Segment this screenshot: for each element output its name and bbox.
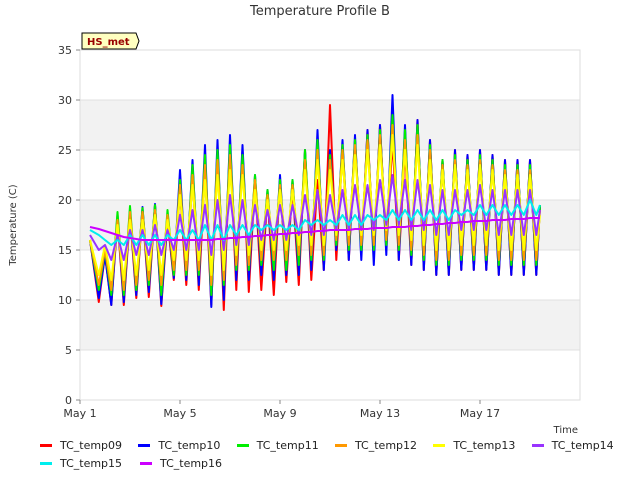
legend-swatch bbox=[40, 443, 52, 447]
legend-label: TC_temp12 bbox=[354, 438, 418, 452]
y-tick-label: 30 bbox=[58, 94, 72, 107]
legend-label: TC_temp13 bbox=[453, 438, 516, 452]
series-line-tc-temp11 bbox=[89, 114, 541, 296]
y-tick-label: 25 bbox=[58, 144, 72, 157]
y-tick-label: 35 bbox=[58, 44, 72, 57]
series-line-tc-temp13 bbox=[89, 134, 541, 281]
legend-label: TC_temp09 bbox=[60, 438, 123, 452]
legend-label: TC_temp11 bbox=[256, 438, 319, 452]
x-tick-label: May 17 bbox=[460, 407, 500, 420]
grid-band bbox=[80, 350, 580, 400]
x-tick-label: May 9 bbox=[263, 407, 296, 420]
series-line-tc-temp12 bbox=[89, 124, 541, 291]
legend-label: TC_temp14 bbox=[551, 438, 614, 452]
series-line-tc-temp16 bbox=[89, 217, 540, 241]
y-axis-label: Temperature (C) bbox=[8, 184, 19, 266]
x-axis-ticks: May 1 May 5 May 9 May 13 May 17 bbox=[63, 400, 500, 420]
annotation-background bbox=[81, 32, 140, 50]
series-line-tc-temp14 bbox=[89, 174, 541, 261]
annotation-label: HS_met bbox=[87, 37, 130, 48]
chart-title: Temperature Profile B bbox=[249, 4, 390, 19]
legend-item: TC_temp15 bbox=[40, 457, 140, 470]
grid-band bbox=[80, 300, 580, 350]
y-tick-label: 20 bbox=[58, 194, 72, 207]
x-tick-label: May 1 bbox=[63, 407, 96, 420]
legend-item: TC_temp16 bbox=[140, 457, 240, 470]
legend-row: TC_temp15 TC_temp16 bbox=[40, 454, 630, 472]
series-line-tc-temp15 bbox=[89, 199, 541, 246]
legend-swatch bbox=[334, 443, 347, 447]
legend-item: TC_temp13 bbox=[433, 439, 531, 452]
y-axis-ticks: 0 5 10 15 20 25 30 35 bbox=[58, 44, 80, 407]
legend-swatch bbox=[531, 443, 544, 447]
hs-met-annotation: HS_met bbox=[81, 32, 140, 50]
legend-swatch bbox=[40, 461, 52, 465]
y-tick-label: 10 bbox=[58, 294, 72, 307]
y-tick-label: 5 bbox=[65, 344, 72, 357]
grid-band bbox=[80, 50, 580, 100]
y-tick-label: 15 bbox=[58, 244, 72, 257]
series-lines bbox=[89, 94, 541, 311]
legend-swatch bbox=[236, 443, 249, 447]
legend-row: TC_temp09 TC_temp10 TC_temp11 TC_temp12 TC_t… bbox=[40, 436, 630, 454]
legend-item: TC_temp11 bbox=[236, 438, 335, 452]
legend: TC_temp09 TC_temp10 TC_temp11 TC_temp12 TC_t… bbox=[40, 436, 630, 472]
x-axis-label: Time bbox=[553, 425, 578, 436]
legend-item: TC_temp10 bbox=[138, 439, 236, 452]
grid-band bbox=[80, 250, 580, 300]
plot-frame bbox=[79, 49, 581, 401]
legend-swatch bbox=[138, 443, 151, 447]
x-tick-label: May 5 bbox=[163, 407, 196, 420]
legend-label: TC_temp15 bbox=[60, 456, 123, 470]
y-tick-label: 0 bbox=[65, 394, 72, 407]
legend-swatch bbox=[433, 443, 446, 447]
legend-label: TC_temp10 bbox=[158, 438, 221, 452]
legend-item: TC_temp14 bbox=[531, 438, 630, 452]
legend-label: TC_temp16 bbox=[160, 456, 223, 470]
legend-item: TC_temp12 bbox=[334, 438, 433, 452]
legend-swatch bbox=[140, 461, 152, 465]
legend-item: TC_temp09 bbox=[40, 439, 138, 452]
x-tick-label: May 13 bbox=[360, 407, 400, 420]
